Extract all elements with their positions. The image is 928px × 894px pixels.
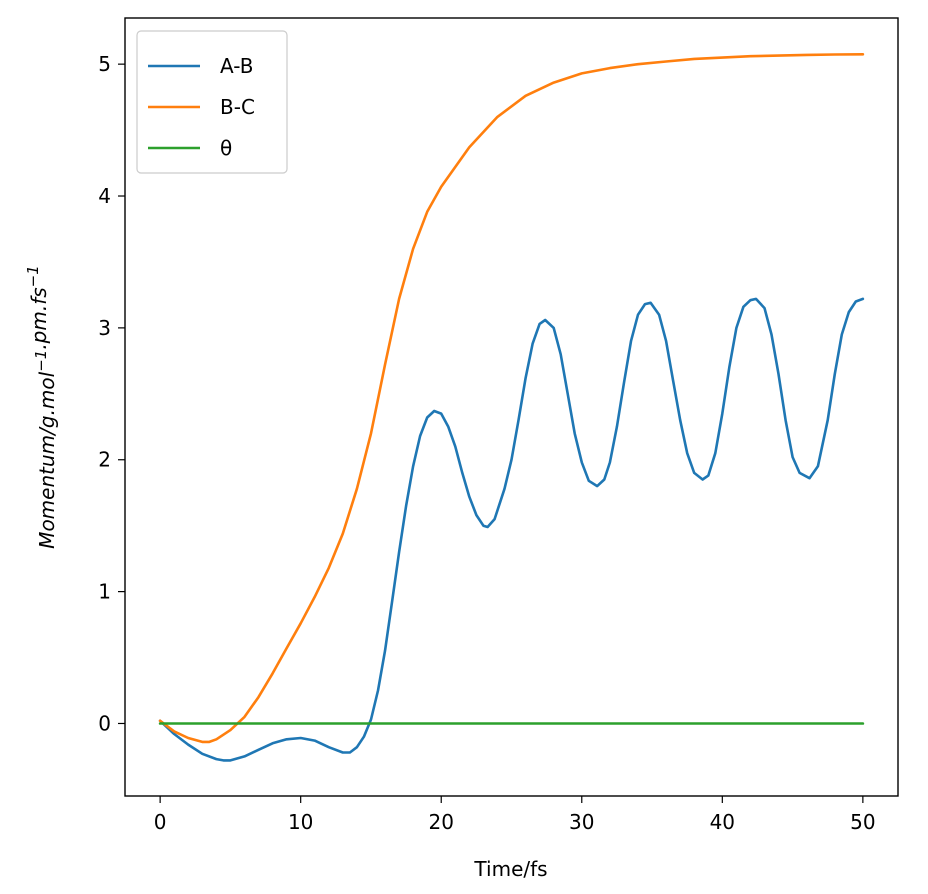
legend-label-a-b: A-B [220,54,253,78]
x-tick-label: 50 [850,810,875,834]
x-tick-label: 30 [569,810,594,834]
x-tick-label: 40 [710,810,735,834]
y-tick-label: 4 [98,184,111,208]
y-tick-label: 1 [98,580,111,604]
series-line-a-b [158,297,865,762]
y-tick-label: 0 [98,711,111,735]
plot-area [158,52,865,762]
legend-label-theta: θ [220,136,232,160]
x-tick-label: 10 [288,810,313,834]
legend-label-b-c: B-C [220,95,255,119]
y-tick-label: 3 [98,316,111,340]
legend-box [136,30,288,174]
y-tick-label: 2 [98,448,111,472]
series-line-b-c [158,52,865,744]
x-axis: 0 10 20 30 40 50 [154,796,876,834]
x-tick-label: 20 [429,810,454,834]
y-axis-label: Momentum/g.mol−1.pm.fs−1 [24,265,59,549]
legend: A-B B-C θ [136,30,288,174]
x-tick-label: 0 [154,810,167,834]
axes-frame [124,17,899,797]
y-axis: 0 1 2 3 4 5 [98,52,125,735]
y-tick-label: 5 [98,52,111,76]
x-axis-label: Time/fs [473,857,547,881]
